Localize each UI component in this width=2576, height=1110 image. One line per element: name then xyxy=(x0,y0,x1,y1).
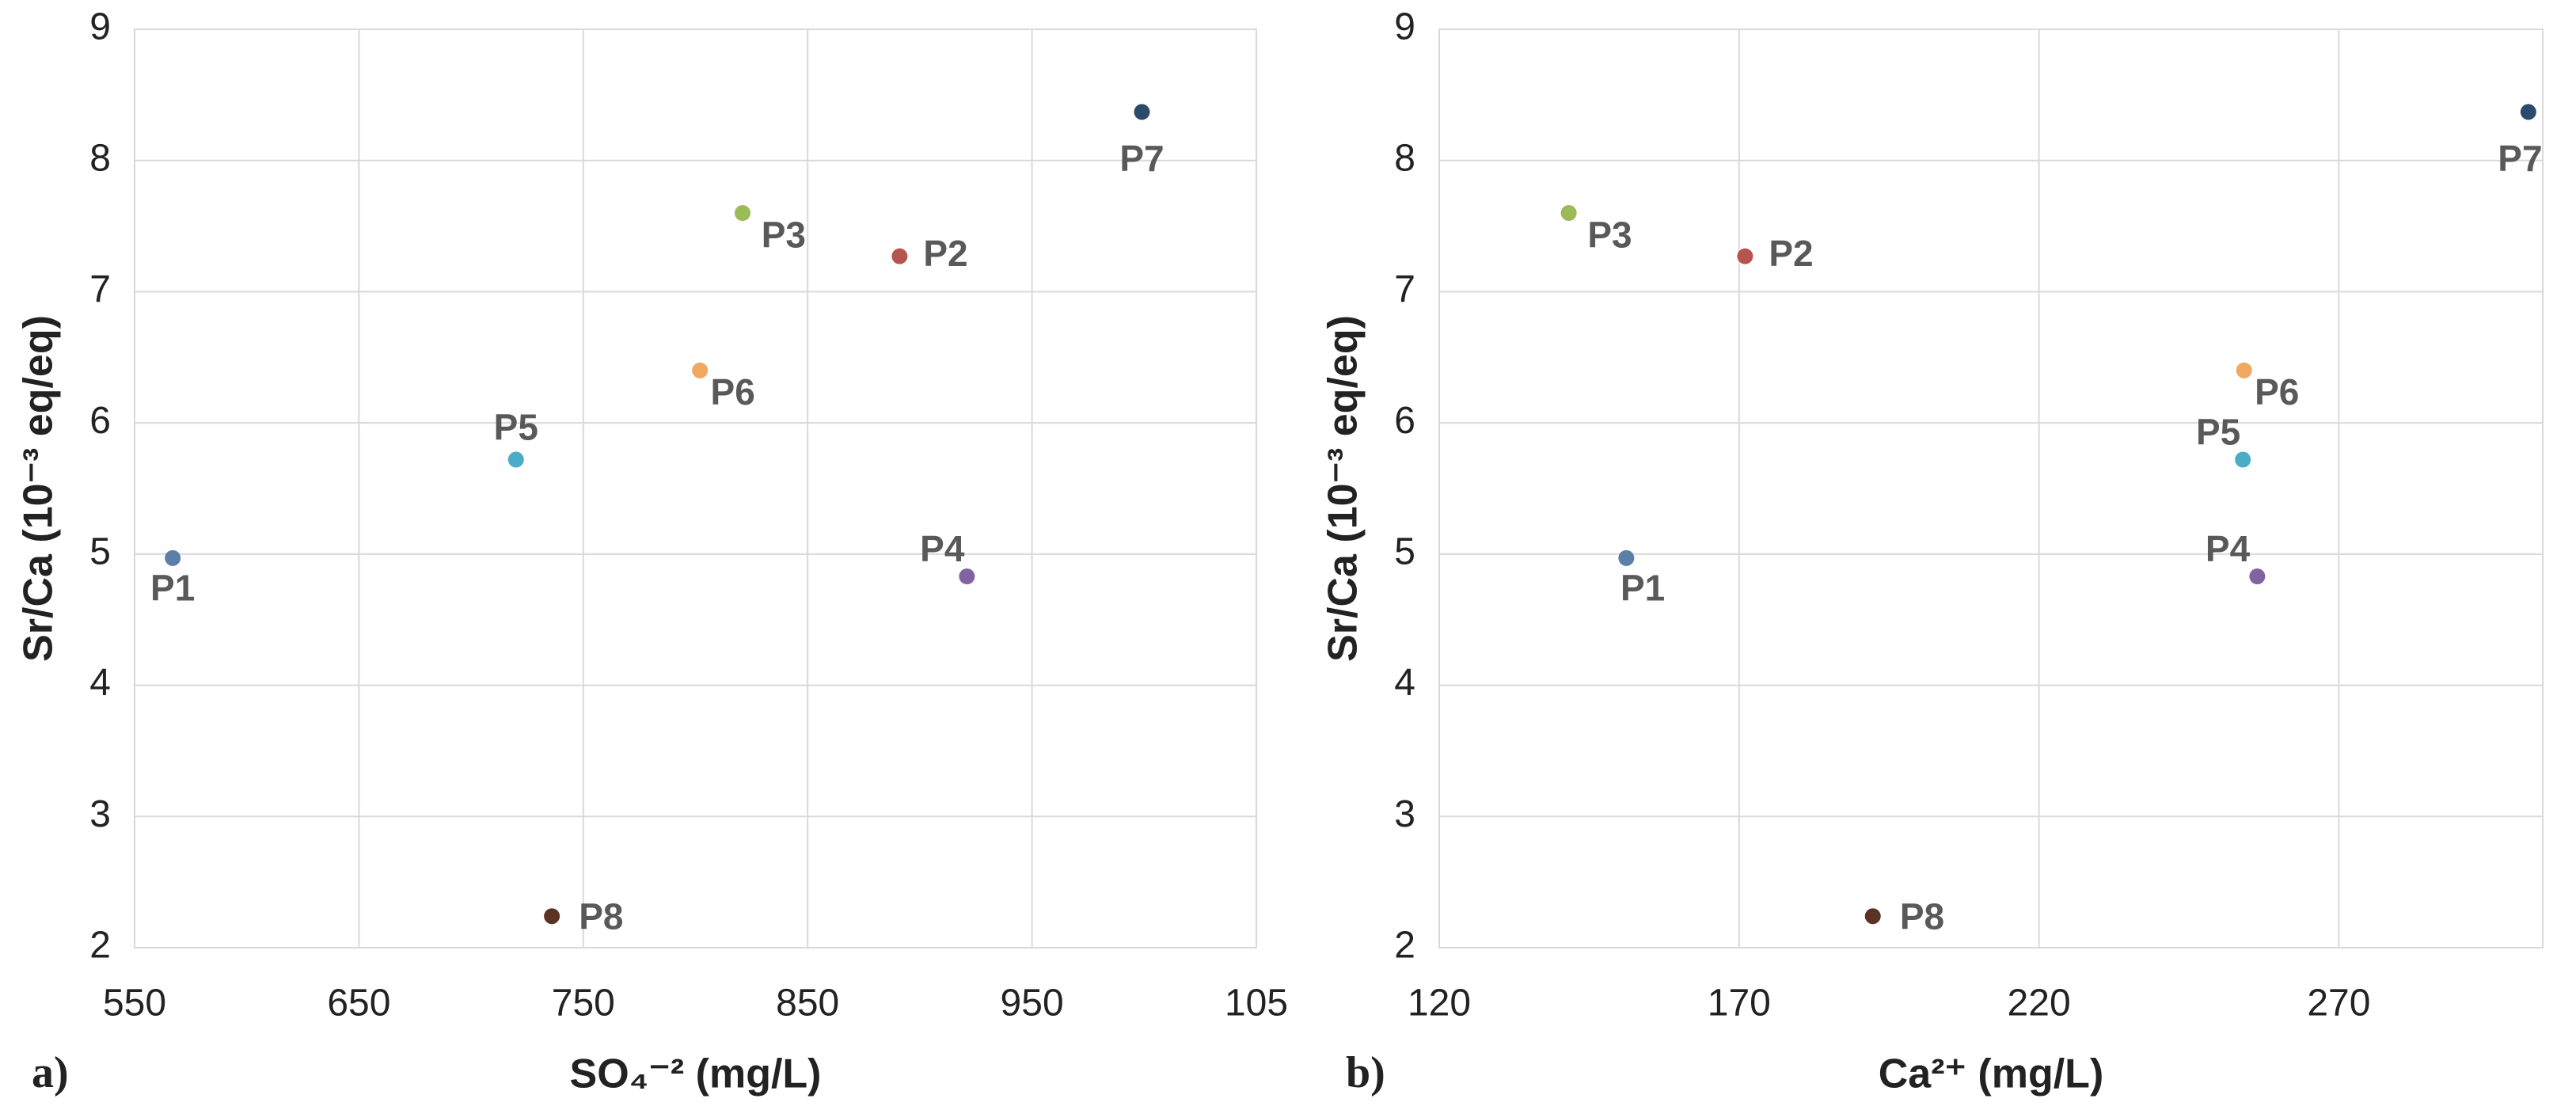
point xyxy=(165,549,181,566)
y-tick-label: 6 xyxy=(1394,400,1415,442)
point-label: P2 xyxy=(1769,233,1813,274)
y-tick-label: 9 xyxy=(1394,6,1415,48)
x-axis-title: Ca²⁺ (mg/L) xyxy=(1879,1051,2104,1097)
point-label: P5 xyxy=(494,406,538,447)
x-tick-label: 220 xyxy=(2008,983,2071,1024)
x-tick-label: 550 xyxy=(103,983,166,1024)
point-label: P4 xyxy=(920,528,965,569)
panel-label: b) xyxy=(1346,1048,1385,1097)
point-label: P5 xyxy=(2196,412,2240,453)
x-tick-label: 270 xyxy=(2307,983,2370,1024)
plot-frame xyxy=(1438,29,2544,948)
point-label: P7 xyxy=(1119,138,1164,179)
point xyxy=(891,248,908,264)
point-label: P7 xyxy=(2498,138,2542,179)
point xyxy=(1618,549,1635,566)
x-axis-title: SO₄⁻² (mg/L) xyxy=(570,1051,822,1097)
y-tick-label: 4 xyxy=(89,662,111,704)
point xyxy=(959,568,975,585)
y-tick-label: 2 xyxy=(89,925,111,967)
point xyxy=(2235,451,2251,468)
x-tick-label: 950 xyxy=(1001,983,1064,1024)
point-label: P6 xyxy=(711,371,755,412)
y-tick-label: 7 xyxy=(89,268,111,310)
point-label: P2 xyxy=(923,233,967,274)
x-tick-label: 120 xyxy=(1408,983,1471,1024)
y-tick-label: 6 xyxy=(89,400,111,442)
plot-frame xyxy=(134,29,1257,948)
x-tick-label: 750 xyxy=(552,983,615,1024)
point xyxy=(507,451,524,468)
x-tick-label: 850 xyxy=(776,983,839,1024)
y-tick-label: 8 xyxy=(89,137,111,179)
point-label: P1 xyxy=(1620,567,1665,608)
point xyxy=(1134,104,1150,120)
point-label: P6 xyxy=(2255,371,2299,412)
y-tick-label: 5 xyxy=(1394,531,1415,573)
y-tick-label: 3 xyxy=(89,793,111,835)
point-label: P4 xyxy=(2206,528,2251,569)
point-label: P3 xyxy=(762,214,806,255)
panel-label: a) xyxy=(32,1048,69,1097)
x-tick-label: 650 xyxy=(327,983,390,1024)
point xyxy=(2249,568,2266,585)
x-tick-label: 105 xyxy=(1225,983,1288,1024)
y-tick-label: 9 xyxy=(89,6,111,48)
point-label: P8 xyxy=(579,896,623,937)
point xyxy=(1864,908,1881,925)
x-tick-label: 170 xyxy=(1708,983,1771,1024)
y-tick-label: 4 xyxy=(1394,662,1415,704)
y-tick-label: 8 xyxy=(1394,137,1415,179)
y-tick-label: 7 xyxy=(1394,268,1415,310)
point xyxy=(2236,362,2252,378)
y-tick-label: 2 xyxy=(1394,925,1415,967)
y-tick-label: 3 xyxy=(1394,793,1415,835)
point-label: P1 xyxy=(150,567,195,608)
point xyxy=(692,362,709,378)
point-label: P3 xyxy=(1587,214,1632,255)
point-label: P8 xyxy=(1900,896,1944,937)
y-axis-title: Sr/Ca (10⁻³ eq/eq) xyxy=(1320,315,1366,662)
point xyxy=(1737,248,1753,264)
point xyxy=(2520,104,2536,120)
y-axis-title: Sr/Ca (10⁻³ eq/eq) xyxy=(16,315,62,662)
y-tick-label: 5 xyxy=(89,531,111,573)
point xyxy=(1560,205,1577,221)
point xyxy=(735,205,751,221)
point xyxy=(544,908,560,925)
